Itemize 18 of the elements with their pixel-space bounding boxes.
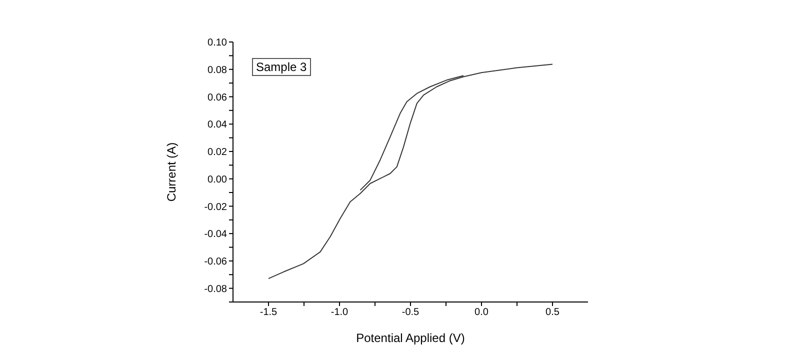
y-tick-label: 0.04 [208, 120, 228, 131]
x-axis-title: Potential Applied (V) [356, 331, 465, 345]
y-tick-label: -0.04 [204, 229, 228, 240]
y-axis-title: Current (A) [164, 142, 178, 202]
text: -1.0 [330, 307, 348, 318]
y-tick-label: -0.02 [204, 202, 228, 213]
y-tick-label: 0.06 [208, 92, 228, 104]
x-tick-label: 0.5 [546, 307, 560, 318]
y-tick-label: -0.06 [204, 256, 228, 268]
y-tick-label: 0.02 [208, 147, 228, 158]
text: 0.0 [474, 307, 488, 318]
x-tick-label: -1.5 [260, 307, 278, 318]
y-tick-label: 0.00 [208, 174, 228, 186]
annotation: Sample 3 [252, 58, 311, 76]
y-tick-label: 0.10 [208, 38, 228, 49]
x-tick-label: -0.5 [402, 307, 420, 318]
y-tick-label: -0.08 [204, 284, 228, 295]
y-tick-label: 0.08 [208, 64, 228, 76]
